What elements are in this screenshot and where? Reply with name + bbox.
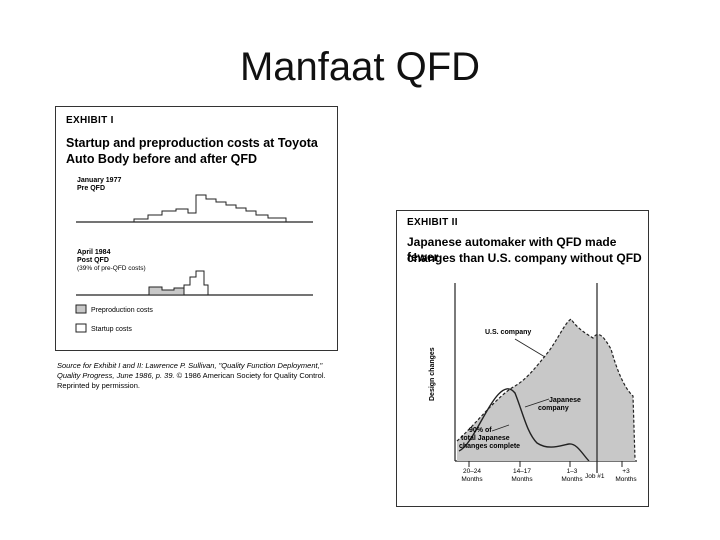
exhibit-1-label: EXHIBIT I	[66, 115, 114, 126]
legend-startup-swatch	[75, 323, 87, 333]
exhibit-2-title-line2: changes than U.S. company without QFD	[407, 251, 642, 265]
tick-label-4: +3 Months	[615, 468, 637, 483]
post-qfd-preproduction-area	[148, 286, 185, 296]
japanese-label-line1: Japanese	[549, 397, 581, 404]
japanese-company-curve	[458, 388, 590, 462]
exhibit-1-panel: EXHIBIT I Startup and preproduction cost…	[55, 106, 338, 351]
pre-qfd-label: Pre QFD	[77, 185, 106, 192]
legend-preproduction-swatch	[75, 304, 87, 314]
note-line1: 90% of	[469, 427, 492, 434]
note-line2: total Japanese	[461, 435, 510, 442]
japanese-label-line2: company	[538, 405, 569, 412]
tick-label-1: 20–24 Months	[461, 468, 483, 483]
exhibit-1-step-charts	[75, 194, 313, 333]
japanese-company-leader	[524, 398, 550, 408]
job-1-label: Job #1	[585, 473, 605, 480]
post-qfd-label: Post QFD	[77, 257, 109, 264]
exhibit-1-title-line1: Startup and preproduction costs at Toyot…	[66, 136, 318, 150]
note-line3: changes complete	[459, 443, 521, 450]
exhibit-1-title-line2: Auto Body before and after QFD	[66, 152, 257, 166]
exhibit-2-panel: EXHIBIT II Japanese automaker with QFD m…	[396, 210, 649, 507]
us-company-leader	[514, 338, 546, 358]
y-axis-label: Design changes	[429, 347, 436, 401]
exhibit-2-label: EXHIBIT II	[407, 217, 458, 228]
slide-title: Manfaat QFD	[239, 45, 481, 89]
source-citation: Source for Exhibit I and II: Lawrence P.…	[57, 361, 326, 390]
tick-label-2: 14–17 Months	[511, 468, 533, 483]
us-company-area	[457, 319, 635, 461]
legend-startup-label: Startup costs	[91, 326, 132, 333]
legend-preproduction-label: Preproduction costs	[91, 307, 153, 314]
post-qfd-note: (39% of pre-QFD costs)	[77, 265, 146, 272]
note-leader	[491, 424, 510, 432]
pre-qfd-date: January 1977	[77, 177, 122, 184]
post-qfd-date: April 1984	[77, 249, 111, 256]
pre-qfd-cost-curve	[133, 194, 287, 222]
us-company-curve	[456, 318, 636, 460]
post-qfd-startup-curve	[183, 270, 209, 295]
tick-label-3: 1–3 Months	[561, 468, 583, 483]
us-company-label: U.S. company	[485, 329, 532, 336]
exhibit-2-title-line1: Japanese automaker with QFD made fewer	[407, 235, 617, 264]
exhibit-2-chart	[454, 283, 637, 473]
